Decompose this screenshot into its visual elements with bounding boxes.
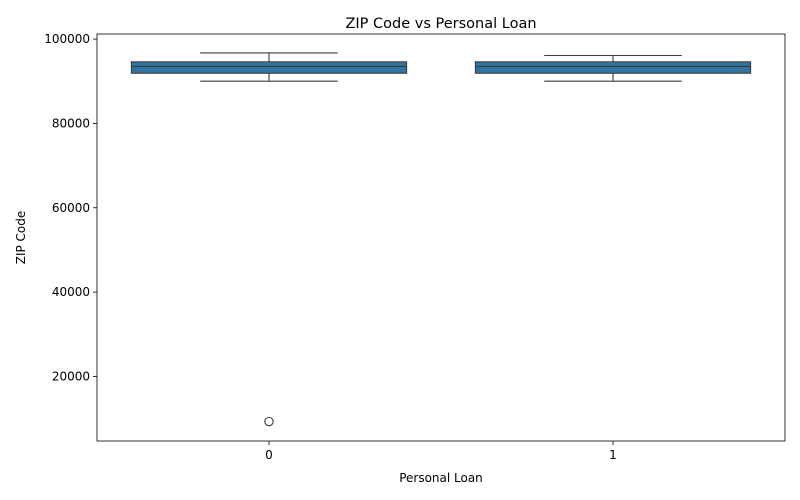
x-tick-label: 1 <box>609 448 617 462</box>
plot-area <box>130 52 752 427</box>
y-axis-label: ZIP Code <box>14 211 28 265</box>
iqr-box <box>130 61 408 74</box>
y-tick-label: 40000 <box>52 285 90 299</box>
iqr-box <box>474 61 752 74</box>
y-axis: 20000 40000 60000 80000 100000 <box>44 32 97 383</box>
chart-title: ZIP Code vs Personal Loan <box>345 16 536 32</box>
y-tick-label: 20000 <box>52 369 90 383</box>
box-group-1 <box>474 54 752 82</box>
outlier-point <box>264 416 274 427</box>
x-axis-label: Personal Loan <box>399 471 483 485</box>
y-tick-label: 60000 <box>52 201 90 215</box>
x-tick-label: 0 <box>265 448 273 462</box>
y-tick-label: 80000 <box>52 116 90 130</box>
box-group-0 <box>130 52 408 427</box>
plot-frame <box>96 33 786 442</box>
y-tick-label: 100000 <box>44 32 90 46</box>
